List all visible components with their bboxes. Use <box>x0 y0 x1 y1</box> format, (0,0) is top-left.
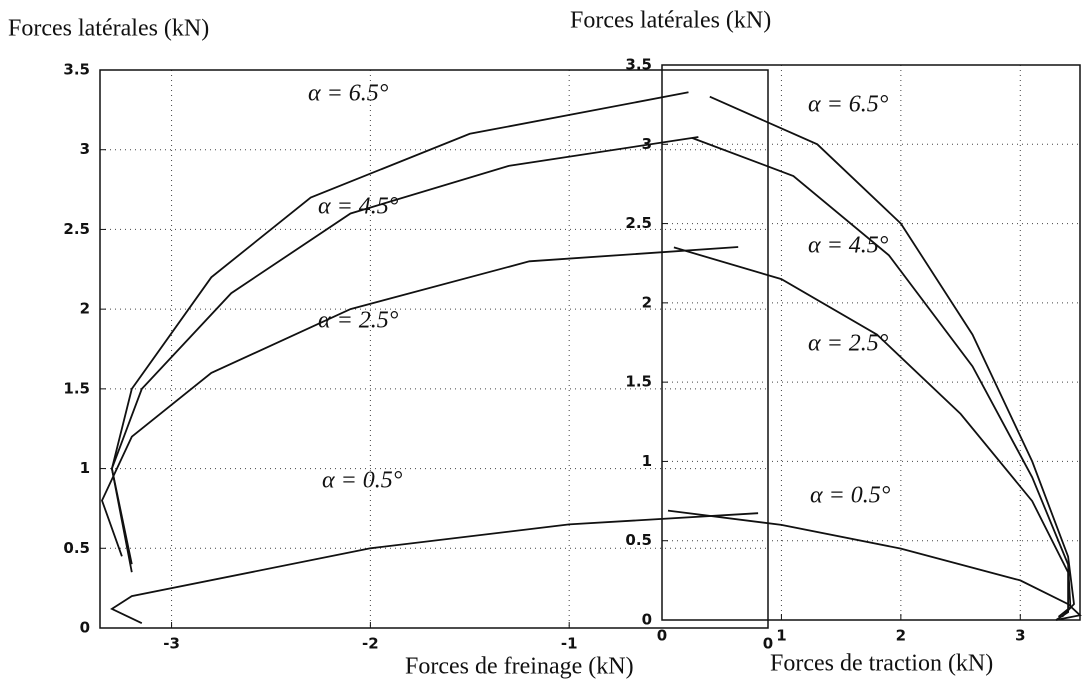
curve <box>110 512 759 625</box>
x-tick-label: -1 <box>561 635 578 653</box>
y-tick-label: 2.5 <box>625 214 652 232</box>
y-tick-label: 1.5 <box>63 379 90 397</box>
curve <box>673 246 1069 621</box>
y-tick-label: 3 <box>642 135 652 153</box>
y-tick-label: 2 <box>80 300 90 318</box>
curve-label: α = 2.5° <box>318 308 399 334</box>
x-tick-label: -2 <box>362 635 379 653</box>
curve-label: α = 0.5° <box>810 483 891 509</box>
x-tick-label: 2 <box>896 627 906 645</box>
curve-label: α = 4.5° <box>318 194 399 220</box>
curve-label: α = 6.5° <box>808 92 889 118</box>
curve <box>691 137 1072 618</box>
y-tick-label: 1.5 <box>625 373 652 391</box>
y-axis-label: Forces latérales (kN) <box>8 16 209 42</box>
y-tick-label: 3.5 <box>63 61 90 79</box>
y-tick-label: 2.5 <box>63 220 90 238</box>
x-tick-label: 0 <box>657 627 667 645</box>
plot-frame <box>99 69 769 629</box>
y-tick-label: 1 <box>642 452 652 470</box>
y-tick-label: 3.5 <box>625 56 652 74</box>
y-axis-label: Forces latérales (kN) <box>570 8 771 34</box>
curve-label: α = 0.5° <box>322 468 403 494</box>
curve-label: α = 6.5° <box>308 81 389 107</box>
x-axis-label: Forces de traction (kN) <box>770 651 993 677</box>
x-tick-label: -3 <box>163 635 180 653</box>
curve <box>709 95 1075 618</box>
y-tick-label: 1 <box>80 459 90 477</box>
y-tick-label: 0.5 <box>625 531 652 549</box>
curve-label: α = 4.5° <box>808 233 889 259</box>
curve <box>110 136 699 573</box>
y-tick-label: 3 <box>80 140 90 158</box>
x-tick-label: 0 <box>763 635 773 653</box>
x-tick-label: 1 <box>776 627 786 645</box>
x-tick-label: 3 <box>1015 627 1025 645</box>
curve <box>101 246 739 557</box>
plot-frame <box>661 64 1081 621</box>
curve <box>667 509 1082 621</box>
y-tick-label: 2 <box>642 293 652 311</box>
y-tick-label: 0 <box>642 611 652 629</box>
y-tick-label: 0.5 <box>63 539 90 557</box>
x-axis-label: Forces de freinage (kN) <box>405 654 634 680</box>
y-tick-label: 0 <box>80 619 90 637</box>
curve-label: α = 2.5° <box>808 331 889 357</box>
